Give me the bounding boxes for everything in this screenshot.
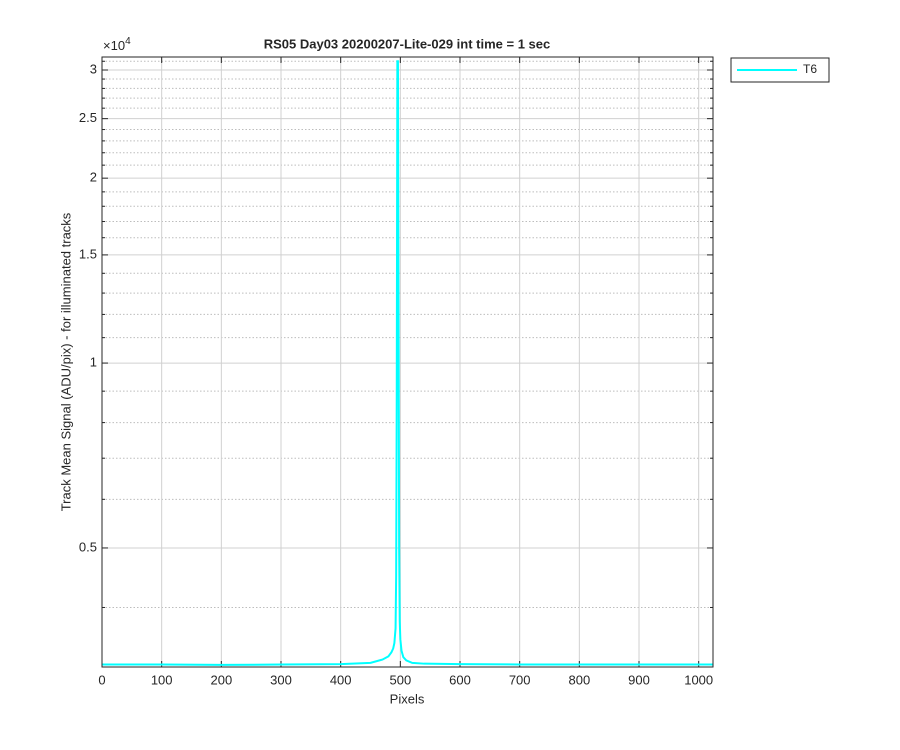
y-tick-label: 0.5 (79, 539, 97, 554)
y-tick-label: 3 (90, 61, 97, 76)
legend-label: T6 (803, 62, 817, 76)
plot-area (102, 60, 713, 666)
y-exponent: ×104 (103, 36, 131, 54)
x-axis-label: Pixels (390, 691, 425, 706)
y-exponent-power: 4 (125, 36, 131, 47)
x-tick-label: 400 (330, 672, 352, 687)
y-tick-label: 2.5 (79, 110, 97, 125)
y-axis-label: Track Mean Signal (ADU/pix) - for illumi… (58, 212, 73, 511)
chart-title: RS05 Day03 20200207-Lite-029 int time = … (264, 36, 551, 51)
x-tick-label: 800 (568, 672, 590, 687)
y-tick-label: 1 (90, 355, 97, 370)
x-tick-label: 0 (98, 672, 105, 687)
y-exponent-base: ×10 (103, 38, 125, 53)
x-tick-label: 500 (389, 672, 411, 687)
x-tick-label: 600 (449, 672, 471, 687)
x-tick-label: 200 (210, 672, 232, 687)
x-tick-label: 900 (628, 672, 650, 687)
x-tick-label: 700 (509, 672, 531, 687)
x-tick-label: 1000 (684, 672, 713, 687)
data-line (102, 60, 713, 666)
axes-box (101, 56, 714, 668)
y-tick-label: 2 (90, 170, 97, 185)
x-tick-label: 100 (151, 672, 173, 687)
x-tick-label: 300 (270, 672, 292, 687)
y-tick-label: 1.5 (79, 246, 97, 261)
